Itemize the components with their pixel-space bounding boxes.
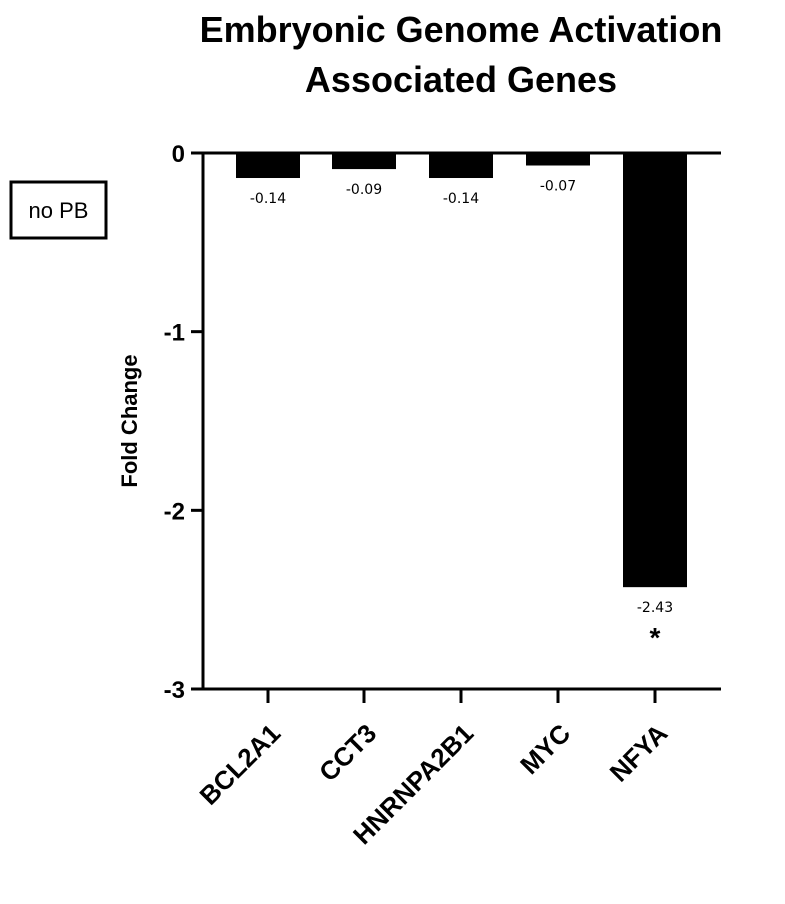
y-tick-label: 0 — [172, 141, 185, 168]
significance-marker: * — [650, 622, 661, 653]
labels-layer: 0-1-2-3BCL2A1-0.14CCT3-0.09HNRNPA2B1-0.1… — [164, 141, 674, 850]
y-tick-label: -1 — [164, 320, 185, 347]
data-label: -0.07 — [540, 179, 576, 195]
data-label: -0.14 — [250, 191, 286, 207]
x-tick-label: NFYA — [604, 718, 674, 788]
y-tick-label: -2 — [164, 498, 185, 525]
x-tick-label: CCT3 — [313, 718, 382, 787]
bar-bcl2a1 — [236, 153, 300, 179]
bar-nfya — [623, 153, 687, 588]
y-axis-label: Fold Change — [117, 354, 142, 487]
data-label: -0.09 — [346, 182, 382, 198]
bar-cct3 — [332, 153, 396, 170]
bars-layer — [236, 153, 687, 588]
data-label: -0.14 — [443, 191, 479, 207]
axes-layer — [191, 151, 721, 703]
y-tick-label: -3 — [164, 677, 185, 704]
badge-box — [9, 180, 108, 240]
x-tick-label: BCL2A1 — [194, 718, 287, 811]
bar-hnrnpa2b1 — [429, 153, 493, 179]
x-tick-label: MYC — [514, 718, 576, 780]
chart-title-line-1: Embryonic Genome Activation — [200, 9, 723, 50]
bar-myc — [526, 153, 590, 166]
no-pb-badge: no PB — [9, 180, 108, 240]
chart-title-line-2: Associated Genes — [305, 59, 617, 100]
badge-label: no PB — [29, 198, 89, 223]
data-label: -2.43 — [637, 600, 673, 616]
